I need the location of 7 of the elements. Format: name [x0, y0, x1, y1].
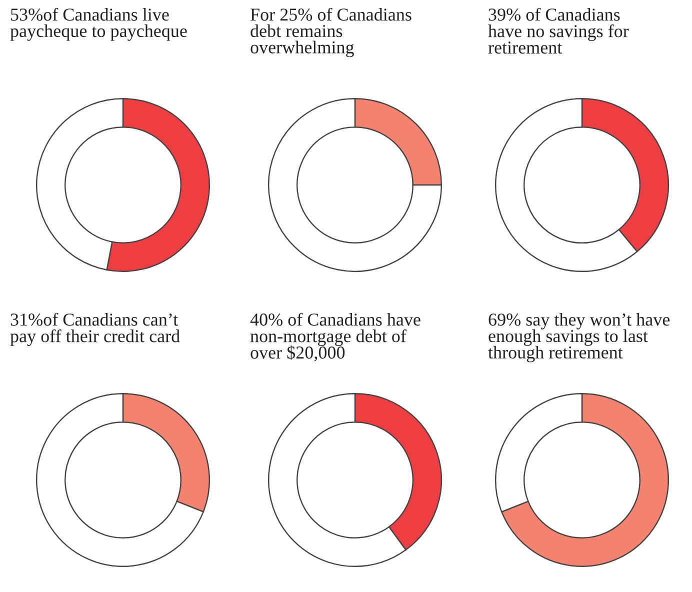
chart-title: For 25% of Canadians debt remains overwhelming — [250, 8, 412, 58]
chart-title: 69% say they won’t have enough savings to last through retirement — [488, 313, 670, 362]
donut-slice — [268, 98, 442, 272]
chart-title: 40% of Canadians have non-mortgage debt of over $20,000 — [250, 312, 420, 362]
chart-title: 39% of Canadians have no savings for retirement — [488, 8, 629, 54]
chart-title: 31%of Canadians can’t pay off their credit card — [10, 312, 180, 346]
chart-title: 53%of Canadians live paycheque to paycheque — [10, 8, 187, 41]
